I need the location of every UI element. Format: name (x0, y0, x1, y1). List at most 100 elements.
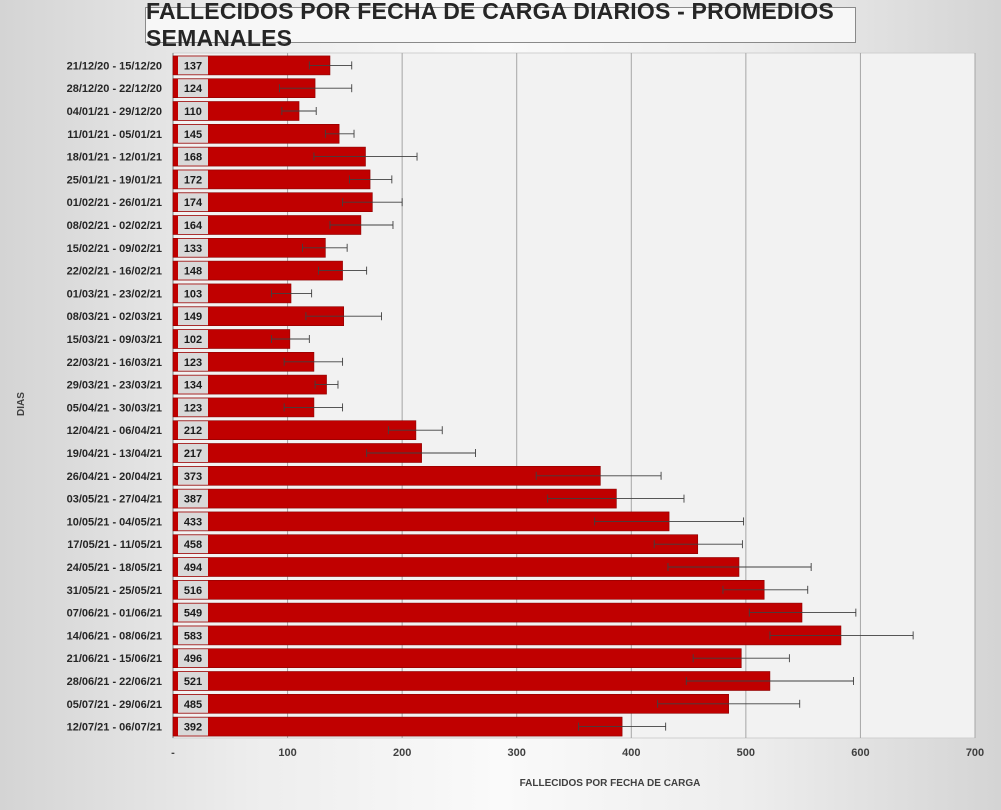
data-label: 134 (184, 380, 203, 392)
data-label-box (178, 375, 208, 394)
data-label: 373 (184, 471, 202, 483)
bar (172, 420, 417, 441)
data-label-box (178, 330, 208, 348)
category-label: 01/03/21 - 23/02/21 (67, 288, 162, 300)
data-label-box (178, 558, 208, 576)
bar (172, 671, 771, 691)
data-label: 168 (184, 152, 202, 164)
category-label: 04/01/21 - 29/12/20 (67, 106, 162, 118)
data-label: 583 (184, 630, 202, 642)
bar (172, 693, 729, 714)
x-tick-label: 700 (966, 747, 984, 759)
data-label-box (178, 216, 208, 234)
data-label-box (178, 261, 208, 280)
category-label: 25/01/21 - 19/01/21 (67, 174, 162, 186)
data-labels: 137 124 110 145 168 172 174 164 133 148 103 149 102 1… (178, 56, 208, 736)
data-label-box (178, 626, 208, 645)
category-label: 22/02/21 - 16/02/21 (67, 266, 162, 278)
category-label: 03/05/21 - 27/04/21 (67, 494, 162, 506)
data-label-box (178, 466, 208, 485)
x-tick-label: 500 (737, 747, 755, 759)
data-label: 521 (184, 676, 202, 688)
data-label: 458 (184, 539, 202, 551)
category-label: 21/06/21 - 15/06/21 (67, 653, 162, 665)
category-label: 24/05/21 - 18/05/21 (67, 562, 162, 574)
data-label: 123 (184, 402, 202, 414)
bar (172, 648, 742, 669)
data-label: 387 (184, 494, 202, 506)
category-label: 29/03/21 - 23/03/21 (67, 380, 162, 392)
x-tick-label: 600 (851, 747, 869, 759)
x-tick-label: 400 (622, 747, 640, 759)
data-label-box (178, 489, 208, 508)
category-label: 15/03/21 - 09/03/21 (67, 334, 162, 346)
category-label: 21/12/20 - 15/12/20 (67, 60, 162, 72)
data-label: 217 (184, 448, 202, 460)
category-label: 15/02/21 - 09/02/21 (67, 243, 162, 255)
category-label: 08/03/21 - 02/03/21 (67, 311, 162, 323)
bar (172, 602, 803, 623)
data-label-box (178, 512, 208, 531)
category-label: 12/07/21 - 06/07/21 (67, 722, 162, 734)
x-tick-labels: - 100 200 300 400 500 600 700 (171, 747, 984, 759)
data-label-box (178, 352, 208, 371)
category-label: 10/05/21 - 04/05/21 (67, 516, 162, 528)
category-label: 11/01/21 - 05/01/21 (67, 129, 162, 141)
category-label: 19/04/21 - 13/04/21 (67, 448, 162, 460)
category-label: 08/02/21 - 02/02/21 (67, 220, 162, 232)
data-label-box (178, 56, 208, 75)
data-label: 103 (184, 288, 202, 300)
data-label: 549 (184, 608, 202, 620)
data-label: 145 (184, 129, 202, 141)
x-tick-label: 300 (508, 747, 526, 759)
y-axis-title: DIAS (16, 392, 27, 416)
category-label: 22/03/21 - 16/03/21 (67, 357, 162, 369)
data-label: 148 (184, 266, 202, 278)
data-label-box (178, 193, 208, 212)
data-label-box (178, 694, 208, 713)
data-label: 496 (184, 653, 202, 665)
data-label: 124 (184, 83, 203, 95)
x-tick-label: 100 (278, 747, 296, 759)
data-label-box (178, 535, 208, 554)
data-label-box (178, 398, 208, 417)
data-label: 164 (184, 220, 203, 232)
data-label-box (178, 603, 208, 622)
data-label-box (178, 672, 208, 690)
data-label-box (178, 444, 208, 462)
category-label: 17/05/21 - 11/05/21 (67, 539, 162, 551)
data-label: 485 (184, 699, 202, 711)
category-label: 01/02/21 - 26/01/21 (67, 197, 162, 209)
x-axis-title: FALLECIDOS POR FECHA DE CARGA (520, 778, 701, 789)
bar (172, 625, 842, 646)
data-label: 212 (184, 425, 202, 437)
data-label: 102 (184, 334, 202, 346)
data-label-box (178, 147, 208, 166)
data-label-box (178, 102, 208, 120)
category-label: 05/04/21 - 30/03/21 (67, 402, 162, 414)
data-label-box (178, 124, 208, 143)
data-label-box (178, 580, 208, 599)
data-label-box (178, 421, 208, 440)
data-label: 133 (184, 243, 202, 255)
category-label: 26/04/21 - 20/04/21 (67, 471, 162, 483)
category-labels: 21/12/20 - 15/12/20 28/12/20 - 22/12/20 04… (67, 60, 162, 733)
data-label-box (178, 649, 208, 668)
category-label: 07/06/21 - 01/06/21 (67, 608, 162, 620)
data-label: 149 (184, 311, 202, 323)
bar (172, 557, 740, 577)
category-label: 28/06/21 - 22/06/21 (67, 676, 162, 688)
data-label: 433 (184, 516, 202, 528)
data-label: 494 (184, 562, 203, 574)
category-label: 05/07/21 - 29/06/21 (67, 699, 162, 711)
bar (172, 534, 699, 555)
plot-area (172, 52, 976, 739)
gridlines (172, 53, 976, 738)
data-label: 137 (184, 60, 202, 72)
bar (172, 579, 765, 600)
data-label-box (178, 307, 208, 326)
data-label: 174 (184, 197, 203, 209)
data-label: 516 (184, 585, 202, 597)
error-bars (271, 61, 914, 731)
data-label-box (178, 717, 208, 736)
